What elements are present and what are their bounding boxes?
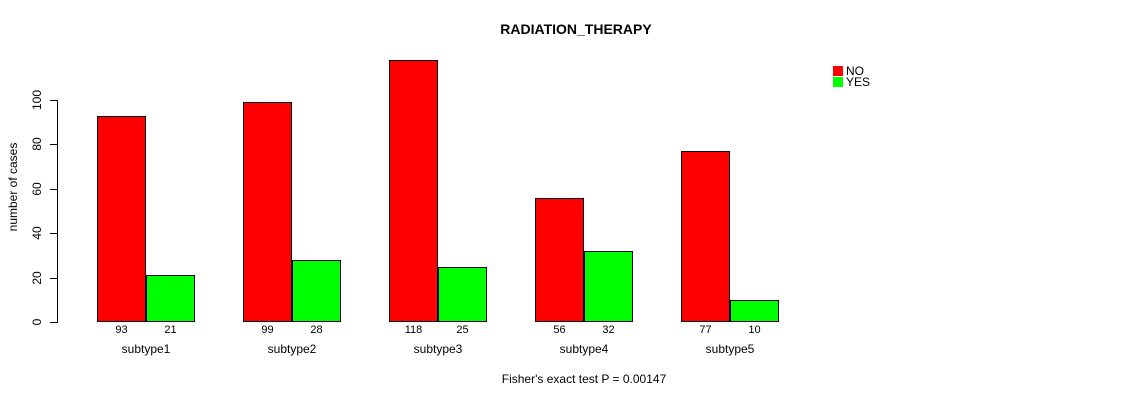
- bar-count-label: 25: [456, 324, 469, 336]
- bar-subtype3-yes: [438, 266, 487, 322]
- legend: NO YES: [833, 64, 871, 89]
- x-category-label: subtype2: [267, 342, 317, 356]
- bar-subtype1-no: [97, 115, 146, 322]
- chart-title: RADIATION_THERAPY: [500, 21, 652, 37]
- y-tick-label: 40: [30, 226, 44, 240]
- bar-subtype1-yes: [146, 275, 195, 322]
- legend-label: YES: [846, 75, 871, 89]
- legend-item-yes: YES: [833, 75, 871, 89]
- bar-count-label: 28: [310, 324, 323, 336]
- legend-label: NO: [846, 64, 864, 78]
- bar-subtype3-no: [389, 60, 438, 322]
- y-tick: [50, 277, 57, 279]
- y-tick-label: 60: [30, 182, 44, 196]
- bar-count-label: 21: [164, 324, 177, 336]
- bar-subtype5-no: [681, 151, 730, 322]
- bar-count-label: 99: [261, 324, 274, 336]
- bar-count-label: 10: [748, 324, 761, 336]
- y-tick-label: 0: [30, 318, 44, 326]
- y-tick-label: 100: [30, 89, 44, 111]
- y-tick: [50, 188, 57, 190]
- legend-swatch-no: [833, 66, 843, 76]
- bar-count-label: 93: [115, 324, 128, 336]
- bar-subtype4-no: [535, 197, 584, 322]
- bar-count-label: 56: [553, 324, 566, 336]
- y-tick: [50, 233, 57, 235]
- bar-subtype2-yes: [292, 259, 341, 322]
- x-category-label: subtype3: [413, 342, 463, 356]
- y-tick-label: 80: [30, 137, 44, 152]
- x-category-label: subtype1: [121, 342, 171, 356]
- y-tick: [50, 100, 57, 101]
- bar-subtype2-no: [243, 102, 292, 322]
- legend-swatch-yes: [833, 77, 843, 87]
- bar-subtype4-yes: [584, 250, 633, 322]
- x-category-label: subtype5: [705, 342, 755, 356]
- bar-count-label: 32: [602, 324, 615, 336]
- bar-count-label: 77: [699, 324, 712, 336]
- legend-item-no: NO: [833, 64, 870, 78]
- bar-subtype5-yes: [730, 299, 779, 322]
- y-tick: [50, 322, 57, 323]
- y-axis-label: number of cases: [6, 142, 20, 232]
- y-axis-line: [57, 100, 58, 323]
- y-tick-label: 20: [30, 270, 44, 285]
- x-category-label: subtype4: [559, 342, 609, 356]
- bar-count-label: 118: [404, 324, 423, 336]
- annotation-text: Fisher's exact test P = 0.00147: [501, 372, 667, 386]
- y-tick: [50, 144, 57, 146]
